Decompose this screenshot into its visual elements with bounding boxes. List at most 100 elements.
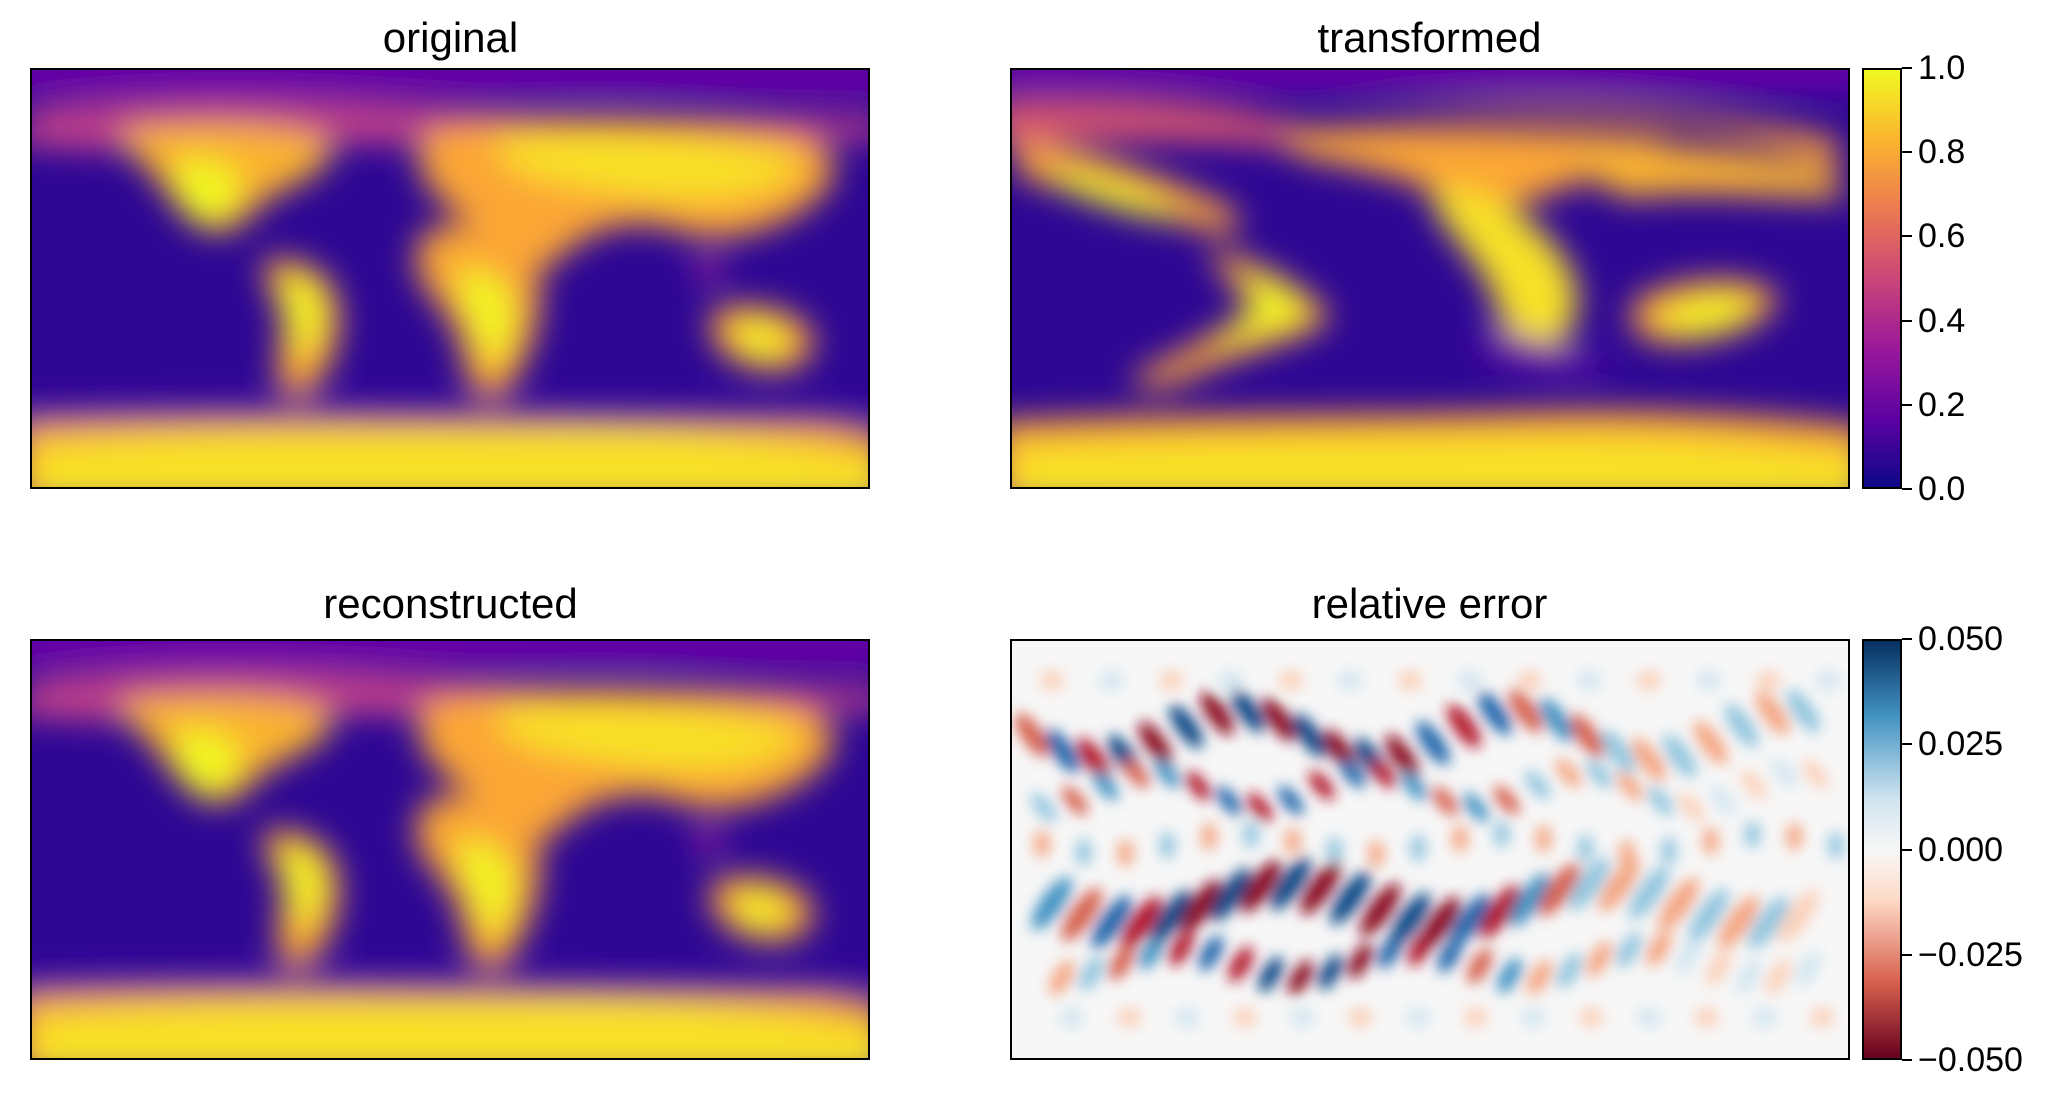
error-blob	[1744, 820, 1761, 849]
error-blob	[1637, 1007, 1661, 1028]
error-blob	[1463, 1007, 1488, 1028]
error-blob	[1091, 895, 1132, 949]
error-blob	[1616, 932, 1642, 968]
panel-reconstructed	[30, 639, 870, 1060]
heatmap-relative-error	[1012, 641, 1848, 1058]
error-blob	[1702, 827, 1719, 856]
heatmap-transformed	[1012, 70, 1848, 487]
colorbar-tick-label: 0.025	[1918, 725, 2004, 764]
colorbar-tick-mark	[1902, 638, 1912, 640]
error-blob	[1059, 1007, 1084, 1028]
error-blob	[1049, 960, 1075, 996]
error-blob	[1045, 729, 1080, 773]
error-blob	[1568, 857, 1610, 911]
panel-transformed	[1010, 68, 1850, 489]
error-blob	[1756, 670, 1781, 691]
error-blob	[1230, 688, 1265, 733]
error-blob	[1201, 822, 1218, 851]
error-blob	[1210, 868, 1252, 922]
error-blob	[1031, 876, 1073, 931]
error-blob	[1215, 786, 1242, 816]
colorbar-tick-mark	[1902, 319, 1912, 322]
error-blob	[1467, 948, 1493, 984]
colorbar-tick-label: −0.025	[1918, 935, 2023, 974]
error-blob	[1586, 759, 1613, 789]
error-blob	[1030, 792, 1057, 822]
error-blob	[1577, 670, 1602, 691]
error-blob	[1242, 820, 1259, 849]
error-blob	[1232, 1007, 1257, 1028]
error-blob	[1219, 670, 1243, 691]
error-blob	[1740, 770, 1767, 800]
error-blob	[1288, 959, 1314, 996]
colorbar-plasma	[1862, 68, 1902, 489]
colorbar-tick-mark	[1902, 403, 1912, 406]
error-blob	[1662, 734, 1697, 778]
error-blob	[1338, 670, 1363, 691]
colorbar-tick-label: 0.0	[1918, 470, 1966, 508]
colorbar-tick-label: −0.050	[1918, 1041, 2023, 1079]
error-blob	[1628, 866, 1670, 920]
error-blob	[1159, 670, 1184, 691]
error-blob	[1828, 831, 1845, 860]
error-blob	[1076, 737, 1111, 782]
error-blob	[1688, 888, 1730, 942]
colorbar-tick-label: 0.4	[1918, 301, 1966, 340]
colorbar-tick-mark	[1902, 151, 1912, 154]
error-blob	[1647, 786, 1674, 816]
error-blob	[1735, 958, 1762, 995]
error-blob	[1150, 890, 1192, 944]
error-blob	[1526, 959, 1553, 996]
error-blob	[1061, 887, 1103, 942]
colorbar-tick-mark	[1902, 1059, 1912, 1061]
error-blob	[1508, 689, 1543, 733]
colorbar-rdbu	[1862, 639, 1902, 1060]
error-blob	[1755, 691, 1790, 735]
error-blob	[1718, 895, 1759, 949]
colorbar-tick-label: 0.8	[1918, 133, 1966, 172]
error-blob	[1786, 689, 1821, 733]
error-blob	[1419, 896, 1461, 950]
error-blob	[1079, 955, 1105, 991]
error-blob	[1175, 1007, 1200, 1028]
error-blob	[1724, 703, 1759, 748]
colorbar-tick-mark	[1902, 848, 1912, 851]
title-reconstructed: reconstructed	[323, 580, 578, 627]
error-blob	[1292, 713, 1327, 758]
error-blob	[1658, 877, 1700, 931]
error-blob	[1228, 946, 1254, 982]
error-blob	[1752, 1007, 1777, 1028]
error-blob	[1748, 895, 1789, 950]
error-blob	[1092, 770, 1119, 801]
error-blob	[1765, 959, 1791, 995]
error-blob	[1121, 896, 1162, 950]
title-relative-error: relative error	[1311, 580, 1548, 627]
error-blob	[1601, 729, 1636, 774]
error-blob	[1795, 951, 1821, 987]
error-blob	[1479, 884, 1521, 939]
error-blob	[1709, 785, 1736, 815]
error-blob	[1517, 670, 1542, 691]
error-blob	[1014, 713, 1049, 757]
error-blob	[1694, 1007, 1719, 1028]
error-blob	[1258, 956, 1284, 993]
error-blob	[1431, 786, 1458, 816]
error-blob	[1347, 943, 1373, 979]
colorbar-tick-mark	[1902, 743, 1912, 746]
error-blob	[1678, 792, 1705, 822]
error-blob	[1261, 697, 1296, 742]
error-blob	[1497, 957, 1523, 994]
error-blob	[1816, 670, 1841, 691]
error-blob	[1555, 758, 1582, 788]
title-transformed: transformed	[1317, 14, 1542, 61]
error-blob	[1524, 770, 1551, 800]
error-blob	[1586, 941, 1612, 977]
error-blob	[1330, 871, 1371, 925]
error-blob	[1326, 836, 1343, 865]
error-blob	[1317, 954, 1344, 990]
error-blob	[1348, 1007, 1373, 1028]
colorbar-tick-label: 0.2	[1918, 385, 1966, 424]
colorbar-tick-mark	[1902, 67, 1912, 69]
heatmap-reconstructed	[32, 641, 868, 1058]
error-blob	[1660, 836, 1677, 865]
